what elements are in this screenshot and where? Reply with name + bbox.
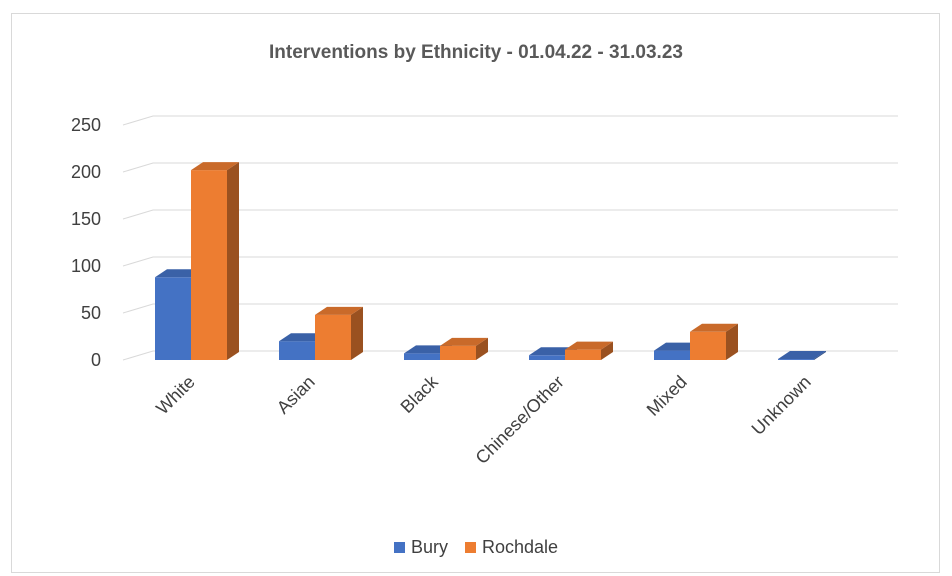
x-tick-label: Chinese/Other — [472, 372, 568, 468]
gridline — [122, 115, 898, 126]
y-tick-label: 100 — [71, 256, 101, 276]
x-tick-label: Mixed — [643, 372, 691, 420]
legend-label-bury: Bury — [410, 537, 448, 557]
bar-bury-unknown[interactable] — [778, 351, 826, 360]
gridline — [122, 209, 898, 220]
gridline — [122, 303, 898, 314]
bar-rochdale-mixed[interactable] — [690, 323, 738, 360]
y-tick-label: 0 — [91, 350, 101, 370]
x-tick-label: Unknown — [748, 372, 815, 439]
legend-label-rochdale: Rochdale — [481, 537, 559, 557]
x-axis-labels: White Asian Black Chinese/Other Mixed Unknown — [152, 371, 815, 468]
legend-swatch-bury — [393, 542, 405, 553]
bar-rochdale-asian[interactable] — [315, 306, 363, 360]
bar-rochdale-black[interactable] — [440, 337, 488, 360]
x-tick-label: Black — [397, 371, 443, 417]
y-tick-label: 250 — [71, 115, 101, 135]
gridlines — [122, 115, 898, 361]
legend-swatch-rochdale — [464, 542, 476, 553]
bar-rochdale-white[interactable] — [191, 162, 239, 360]
x-tick-label: Asian — [273, 372, 319, 418]
gridline — [122, 162, 898, 173]
y-tick-label: 200 — [71, 162, 101, 182]
x-tick-label: White — [152, 372, 199, 419]
chart-title: Interventions by Ethnicity - 01.04.22 - … — [269, 42, 683, 63]
legend-item-bury[interactable]: Bury — [393, 537, 448, 558]
legend-item-rochdale[interactable]: Rochdale — [464, 537, 559, 558]
bars — [155, 162, 826, 360]
y-tick-label: 50 — [81, 303, 101, 323]
legend: Bury Rochdale — [0, 537, 952, 558]
y-tick-label: 150 — [71, 209, 101, 229]
y-axis-labels: 0 50 100 150 200 250 — [71, 115, 101, 370]
gridline — [122, 256, 898, 267]
bar-rochdale-chinese-other[interactable] — [565, 341, 613, 360]
gridline — [122, 350, 898, 361]
